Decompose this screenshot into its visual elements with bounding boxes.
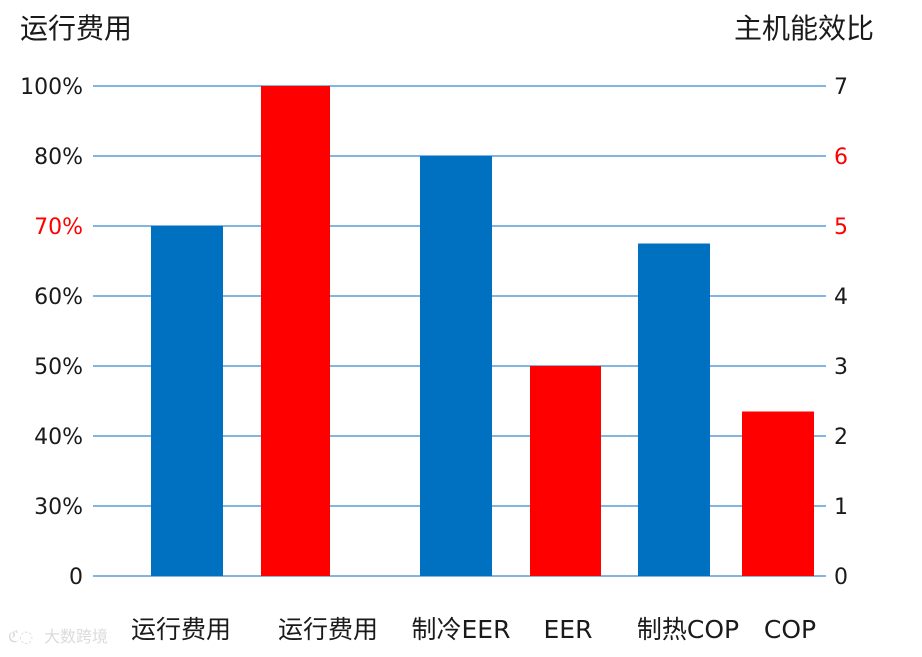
bar (261, 86, 330, 576)
bar (638, 243, 710, 576)
right-axis-ticks: 0 1 2 3 4 5 6 7 (834, 75, 848, 590)
bar (151, 226, 223, 576)
left-tick-label: 0 (69, 565, 83, 590)
right-tick-label: 0 (834, 565, 848, 590)
left-tick-label: 70% (34, 215, 83, 240)
x-tick-label: COP (764, 615, 816, 644)
left-axis-ticks: 0 30% 40% 50% 60% 70% 80% 100% (20, 75, 83, 590)
bars (151, 86, 814, 576)
left-tick-label: 50% (34, 355, 83, 380)
x-tick-label: 制热COP (637, 615, 739, 644)
x-tick-label: EER (544, 615, 593, 644)
left-tick-label: 40% (34, 425, 83, 450)
right-tick-label: 4 (834, 285, 848, 310)
left-tick-label: 80% (34, 145, 83, 170)
x-tick-label: 运行费用 (278, 615, 378, 644)
right-tick-label: 6 (834, 145, 848, 170)
bar (530, 366, 601, 576)
bar (742, 411, 814, 576)
watermark: ℭ◌ 大数跨境 (8, 627, 108, 646)
right-tick-label: 3 (834, 355, 848, 380)
watermark-text: 大数跨境 (44, 627, 108, 646)
right-axis-title: 主机能效比 (734, 12, 874, 45)
x-tick-label: 运行费用 (131, 615, 231, 644)
bar (420, 156, 492, 576)
right-tick-label: 2 (834, 425, 848, 450)
right-tick-label: 7 (834, 75, 848, 100)
right-tick-label: 5 (834, 215, 848, 240)
left-tick-label: 100% (20, 75, 83, 100)
left-axis-title: 运行费用 (20, 12, 132, 45)
right-tick-label: 1 (834, 495, 848, 520)
watermark-logo: ℭ◌ (8, 627, 33, 646)
x-tick-label: 制冷EER (412, 615, 511, 644)
x-axis-labels: 运行费用 运行费用 制冷EER EER 制热COP COP (131, 615, 816, 644)
left-tick-label: 60% (34, 285, 83, 310)
left-tick-label: 30% (34, 495, 83, 520)
